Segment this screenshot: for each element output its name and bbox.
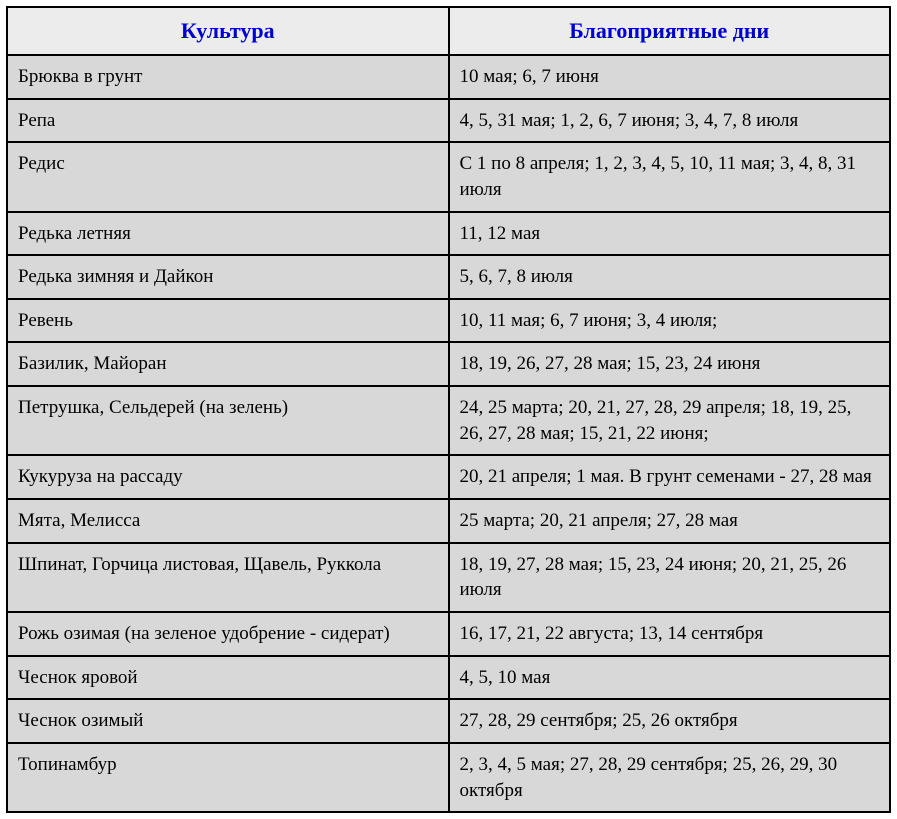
cell-days: 18, 19, 27, 28 мая; 15, 23, 24 июня; 20,… bbox=[449, 543, 890, 612]
table-row: Чеснок озимый27, 28, 29 сентября; 25, 26… bbox=[8, 699, 889, 743]
table-row: Рожь озимая (на зеленое удобрение - сиде… bbox=[8, 612, 889, 656]
table-row: Редька зимняя и Дайкон5, 6, 7, 8 июля bbox=[8, 255, 889, 299]
table-row: Кукуруза на рассаду20, 21 апреля; 1 мая.… bbox=[8, 455, 889, 499]
header-culture: Культура bbox=[8, 8, 449, 55]
table-row: Топинамбур2, 3, 4, 5 мая; 27, 28, 29 сен… bbox=[8, 743, 889, 811]
cell-days: 16, 17, 21, 22 августа; 13, 14 сентября bbox=[449, 612, 890, 656]
table-row: Шпинат, Горчица листовая, Щавель, Руккол… bbox=[8, 543, 889, 612]
table-row: Чеснок яровой4, 5, 10 мая bbox=[8, 656, 889, 700]
cell-days: 27, 28, 29 сентября; 25, 26 октября bbox=[449, 699, 890, 743]
table-row: Редька летняя11, 12 мая bbox=[8, 212, 889, 256]
cell-culture: Репа bbox=[8, 99, 449, 143]
cell-days: С 1 по 8 апреля; 1, 2, 3, 4, 5, 10, 11 м… bbox=[449, 142, 890, 211]
cell-days: 4, 5, 10 мая bbox=[449, 656, 890, 700]
cell-culture: Шпинат, Горчица листовая, Щавель, Руккол… bbox=[8, 543, 449, 612]
cell-culture: Редька зимняя и Дайкон bbox=[8, 255, 449, 299]
cell-culture: Петрушка, Сельдерей (на зелень) bbox=[8, 386, 449, 455]
cell-days: 20, 21 апреля; 1 мая. В грунт семенами -… bbox=[449, 455, 890, 499]
table-row: Базилик, Майоран18, 19, 26, 27, 28 мая; … bbox=[8, 342, 889, 386]
cell-culture: Чеснок озимый bbox=[8, 699, 449, 743]
cell-days: 10 мая; 6, 7 июня bbox=[449, 55, 890, 99]
cell-days: 2, 3, 4, 5 мая; 27, 28, 29 сентября; 25,… bbox=[449, 743, 890, 811]
cell-days: 25 марта; 20, 21 апреля; 27, 28 мая bbox=[449, 499, 890, 543]
cell-days: 5, 6, 7, 8 июля bbox=[449, 255, 890, 299]
cell-culture: Кукуруза на рассаду bbox=[8, 455, 449, 499]
table-body: Брюква в грунт10 мая; 6, 7 июня Репа4, 5… bbox=[8, 55, 889, 811]
table-row: Брюква в грунт10 мая; 6, 7 июня bbox=[8, 55, 889, 99]
cell-days: 24, 25 марта; 20, 21, 27, 28, 29 апреля;… bbox=[449, 386, 890, 455]
table-row: Петрушка, Сельдерей (на зелень)24, 25 ма… bbox=[8, 386, 889, 455]
table-row: Ревень10, 11 мая; 6, 7 июня; 3, 4 июля; bbox=[8, 299, 889, 343]
cell-culture: Топинамбур bbox=[8, 743, 449, 811]
cell-culture: Рожь озимая (на зеленое удобрение - сиде… bbox=[8, 612, 449, 656]
cell-culture: Чеснок яровой bbox=[8, 656, 449, 700]
cell-culture: Мята, Мелисса bbox=[8, 499, 449, 543]
cell-culture: Базилик, Майоран bbox=[8, 342, 449, 386]
cell-culture: Ревень bbox=[8, 299, 449, 343]
cell-culture: Брюква в грунт bbox=[8, 55, 449, 99]
cell-culture: Редис bbox=[8, 142, 449, 211]
cell-culture: Редька летняя bbox=[8, 212, 449, 256]
planting-table: Культура Благоприятные дни Брюква в грун… bbox=[6, 6, 891, 813]
table-row: РедисС 1 по 8 апреля; 1, 2, 3, 4, 5, 10,… bbox=[8, 142, 889, 211]
cell-days: 10, 11 мая; 6, 7 июня; 3, 4 июля; bbox=[449, 299, 890, 343]
cell-days: 11, 12 мая bbox=[449, 212, 890, 256]
table-row: Мята, Мелисса25 марта; 20, 21 апреля; 27… bbox=[8, 499, 889, 543]
cell-days: 18, 19, 26, 27, 28 мая; 15, 23, 24 июня bbox=[449, 342, 890, 386]
cell-days: 4, 5, 31 мая; 1, 2, 6, 7 июня; 3, 4, 7, … bbox=[449, 99, 890, 143]
header-days: Благоприятные дни bbox=[449, 8, 890, 55]
table-header-row: Культура Благоприятные дни bbox=[8, 8, 889, 55]
table-row: Репа4, 5, 31 мая; 1, 2, 6, 7 июня; 3, 4,… bbox=[8, 99, 889, 143]
